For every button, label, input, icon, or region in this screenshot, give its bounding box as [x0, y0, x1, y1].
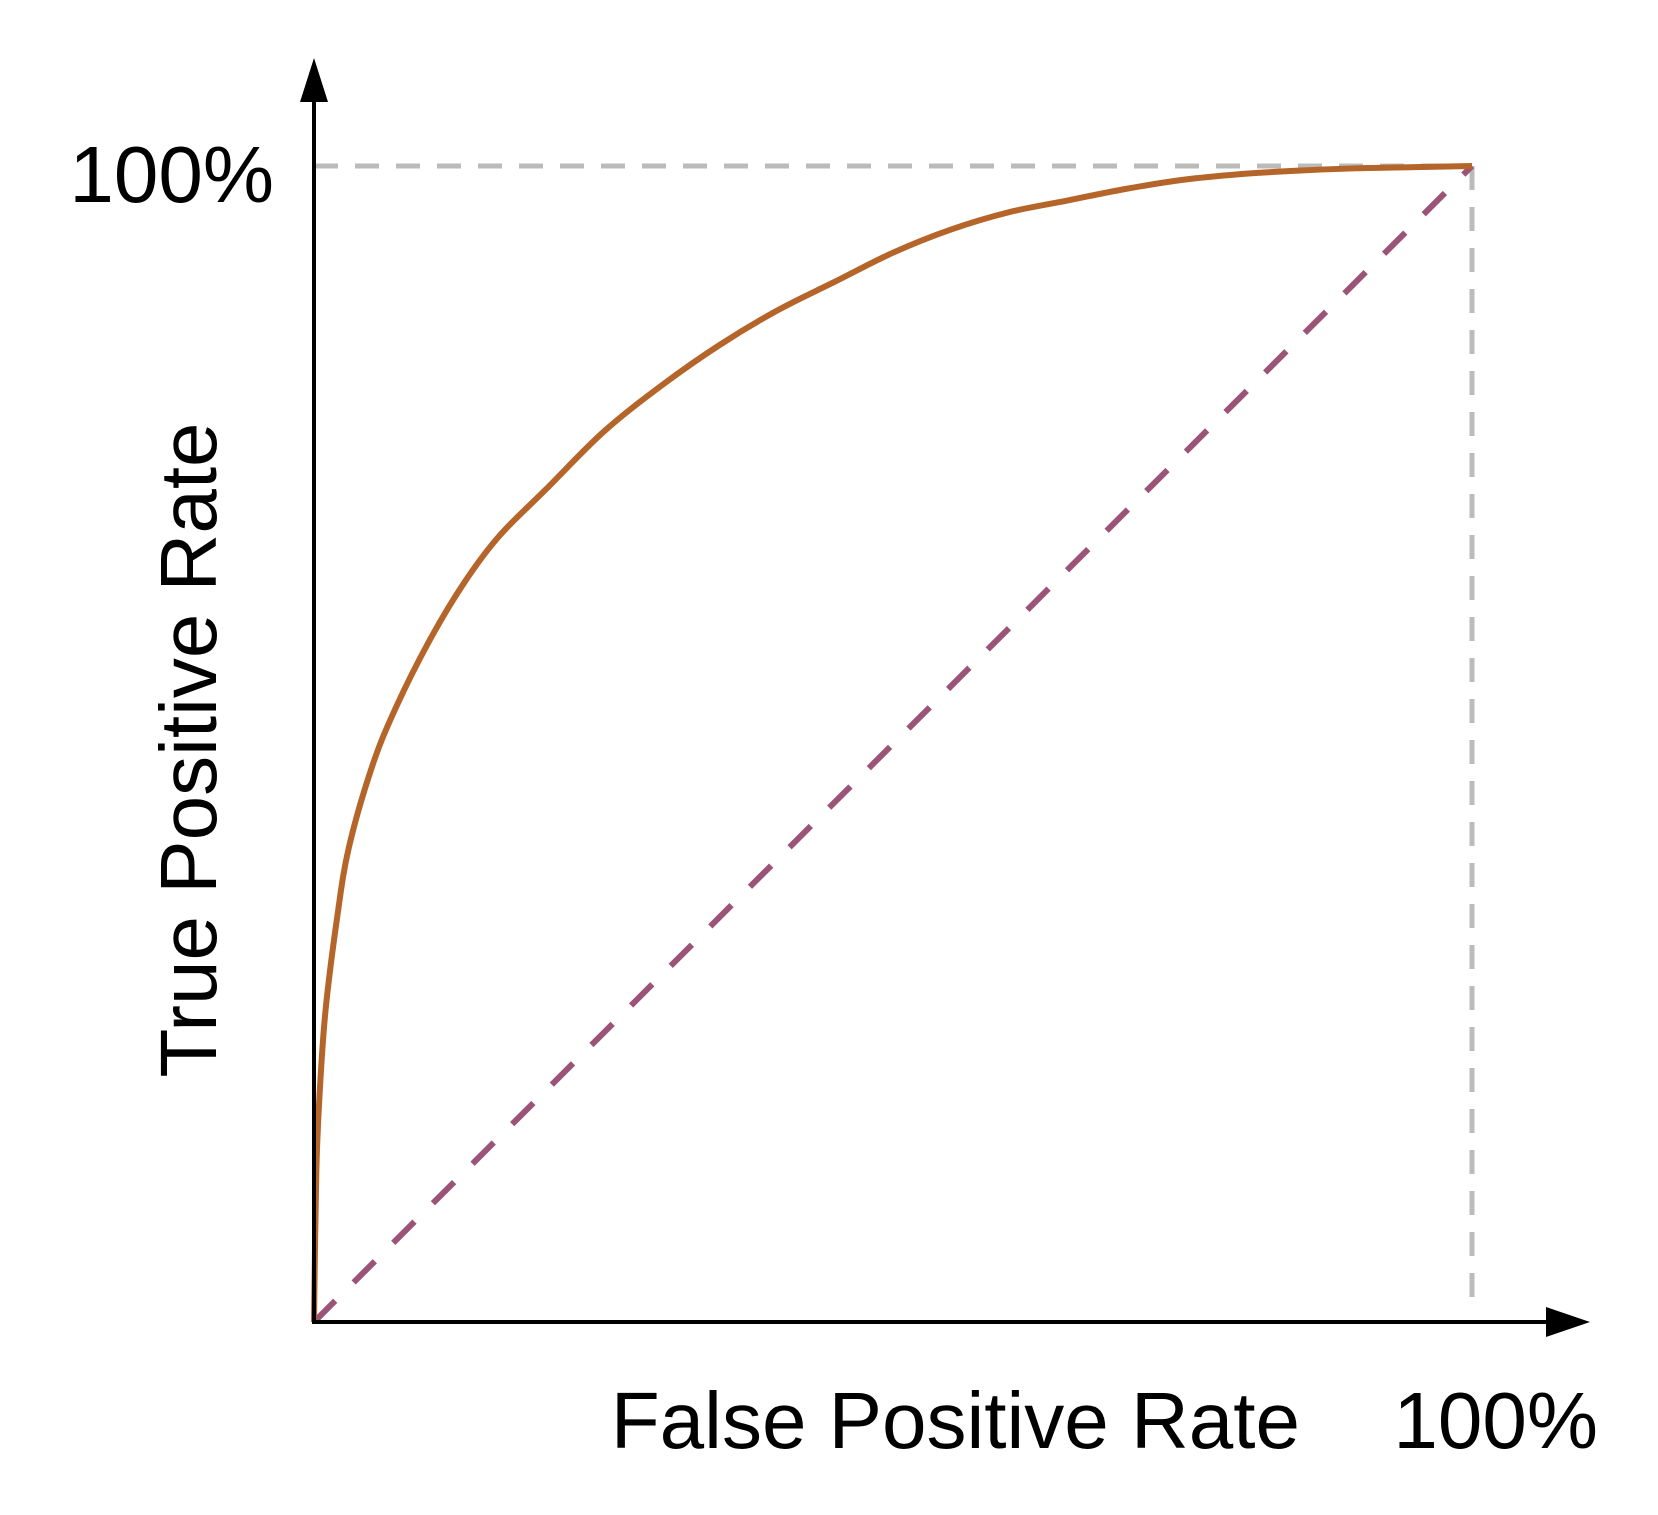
x-tick-label-100: 100%: [1393, 1376, 1598, 1465]
labels: 100% 100% False Positive Rate True Posit…: [69, 130, 1598, 1465]
reference-lines: [314, 163, 1475, 1302]
y-tick-label-100: 100%: [69, 130, 274, 219]
x-axis-label: False Positive Rate: [611, 1376, 1300, 1465]
x-axis-arrow-icon: [1546, 1307, 1590, 1337]
axes: [300, 58, 1590, 1337]
series-line-diagonal: [311, 163, 1475, 1325]
y-axis-arrow-icon: [300, 58, 328, 102]
series-line-roc-curve: [311, 163, 1473, 1323]
y-axis-label: True Positive Rate: [144, 422, 233, 1077]
series-layer: [311, 163, 1475, 1325]
